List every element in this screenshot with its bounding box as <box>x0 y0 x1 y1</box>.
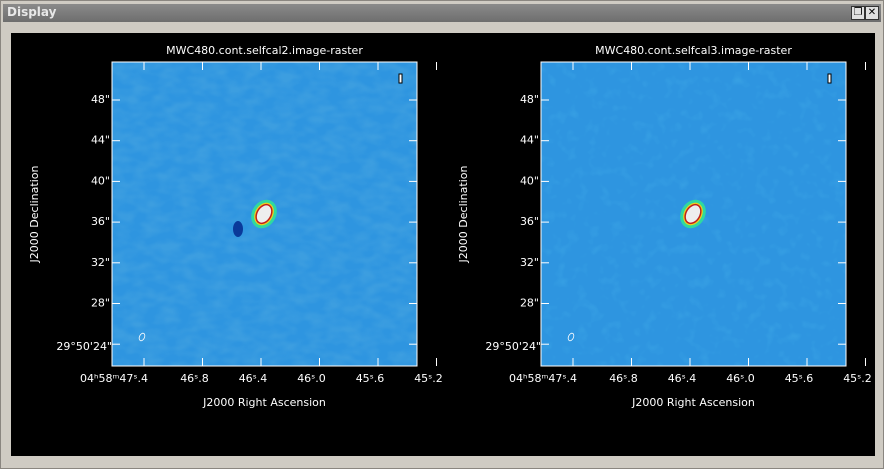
x-tick-label: 46ˢ.8 <box>609 372 638 385</box>
x-tick-label: 45ˢ.2 <box>414 372 443 385</box>
beam <box>567 332 575 342</box>
frame <box>111 61 418 367</box>
y-tick-label: 28" <box>520 297 539 310</box>
y-tick-label: 36" <box>91 215 110 228</box>
source-core <box>255 203 273 225</box>
panel-title: MWC480.cont.selfcal2.image-raster <box>166 44 363 57</box>
close-button[interactable]: ✕ <box>865 6 879 20</box>
x-tick-label: 46ˢ.4 <box>239 372 268 385</box>
x-tick-label: 46ˢ.4 <box>668 372 697 385</box>
y-tick-label: 44" <box>91 134 110 147</box>
y-tick-label: 40" <box>91 174 110 187</box>
negative-lobe <box>233 221 243 237</box>
y-tick-label: 28" <box>91 297 110 310</box>
panel-title: MWC480.cont.selfcal3.image-raster <box>595 44 792 57</box>
source-core <box>684 203 702 225</box>
x-axis-label: J2000 Right Ascension <box>631 396 755 409</box>
x-tick-label: 45ˢ.6 <box>356 372 385 385</box>
y-tick-label: 32" <box>520 256 539 269</box>
x-tick-label: 45ˢ.2 <box>843 372 872 385</box>
x-tick-label: 46ˢ.8 <box>180 372 209 385</box>
title-bar: Display ❐ ✕ <box>3 4 881 22</box>
beam <box>138 332 146 342</box>
x-tick-label: 46ˢ.0 <box>297 372 326 385</box>
y-tick-label: 36" <box>520 215 539 228</box>
marker <box>827 73 832 84</box>
x-tick-label: 45ˢ.6 <box>785 372 814 385</box>
restore-button[interactable]: ❐ <box>851 6 865 20</box>
y-tick-label: 48" <box>520 93 539 106</box>
y-tick-label: 29°50'24" <box>485 340 541 353</box>
frame <box>540 61 847 367</box>
window-title: Display <box>7 5 57 19</box>
y-axis-label: J2000 Declination <box>457 166 470 264</box>
marker <box>398 73 403 84</box>
y-tick-label: 29°50'24" <box>56 340 112 353</box>
y-tick-label: 44" <box>520 134 539 147</box>
y-tick-label: 48" <box>91 93 110 106</box>
y-tick-label: 32" <box>91 256 110 269</box>
y-axis-label: J2000 Declination <box>28 166 41 264</box>
display-canvas: MWC480.cont.selfcal2.image-raster 48" 44" 4… <box>11 33 875 456</box>
x-tick-label: 46ˢ.0 <box>726 372 755 385</box>
y-tick-label: 40" <box>520 174 539 187</box>
x-tick-label: 04ʰ58ᵐ47ˢ.4 <box>509 372 577 385</box>
x-axis-label: J2000 Right Ascension <box>202 396 326 409</box>
x-tick-label: 04ʰ58ᵐ47ˢ.4 <box>80 372 148 385</box>
